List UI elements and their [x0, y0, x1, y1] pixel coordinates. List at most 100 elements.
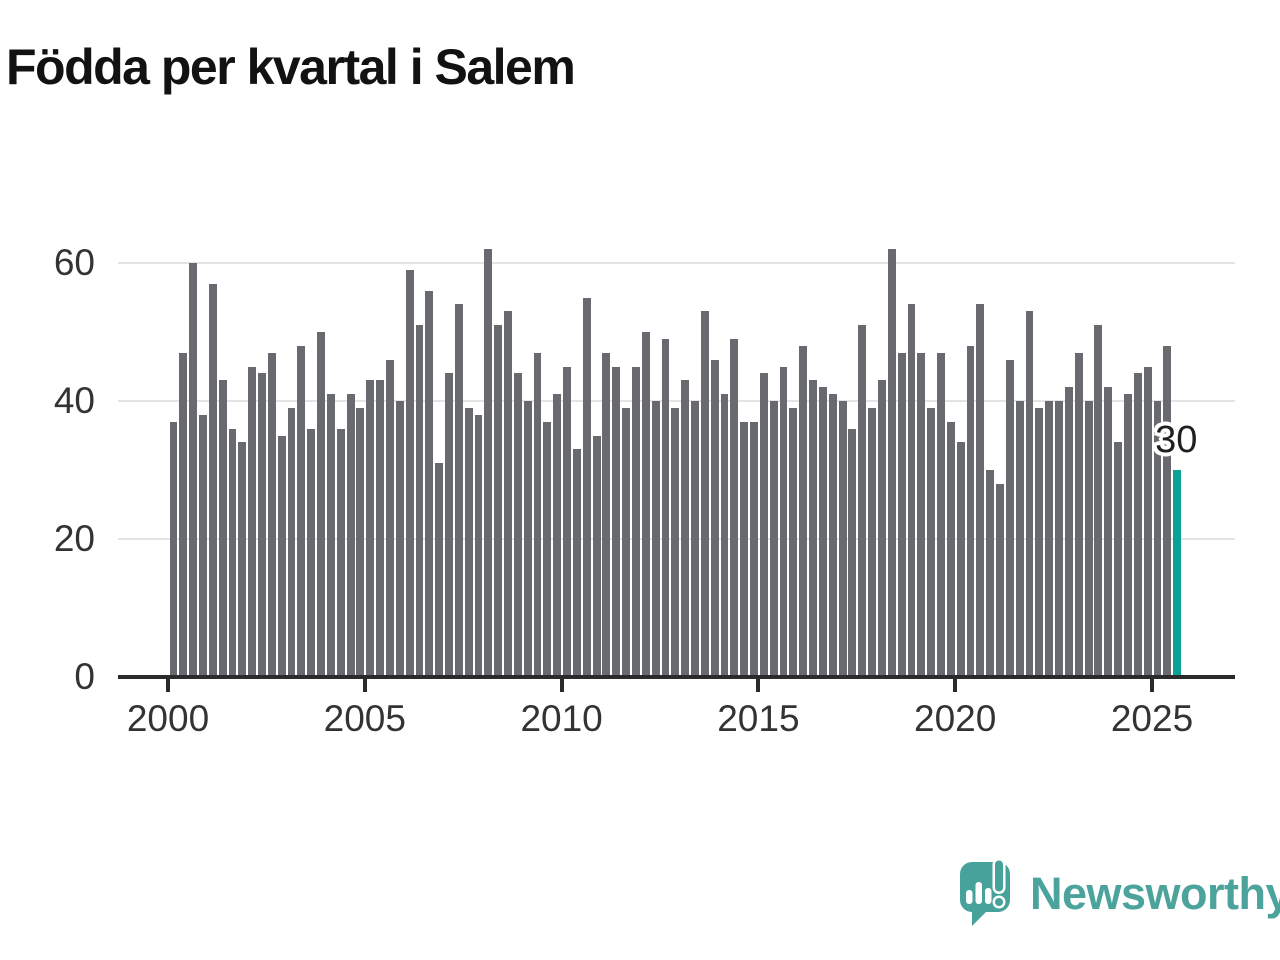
y-axis-label-0: 0 [74, 656, 95, 697]
bar [1114, 442, 1123, 677]
x-axis-label-2000: 2000 [126, 698, 210, 739]
bar [740, 421, 749, 677]
bar [937, 352, 945, 677]
bar [700, 311, 709, 677]
gridline-y60 [118, 262, 1235, 264]
bar [691, 401, 699, 677]
bar [218, 380, 227, 677]
bar [415, 325, 424, 677]
bar [651, 401, 660, 677]
bar [297, 345, 306, 677]
bar [395, 401, 404, 677]
x-axis-tick-2000 [166, 679, 170, 692]
bar [326, 394, 335, 677]
bar [366, 380, 375, 677]
bar [1153, 401, 1162, 677]
bar [582, 297, 591, 677]
bar [927, 407, 936, 677]
bar [592, 435, 601, 677]
bar [986, 470, 995, 677]
bar [307, 428, 316, 677]
bar [287, 407, 296, 677]
bar [631, 366, 640, 677]
newsworthy-wordmark: Newsworthy [1030, 868, 1280, 919]
bar [966, 345, 975, 677]
bar [710, 359, 719, 677]
bar [838, 401, 847, 677]
bar [435, 463, 444, 677]
bar [484, 249, 493, 677]
x-axis-tick-2010 [559, 679, 564, 692]
bar [464, 407, 473, 677]
bar [818, 387, 827, 677]
bar [346, 394, 355, 677]
bar [759, 373, 768, 677]
y-axis-label-40: 40 [53, 380, 95, 421]
bar [169, 421, 178, 677]
x-axis-label-2010: 2010 [520, 698, 603, 739]
bar [563, 366, 571, 677]
bar [1045, 401, 1054, 677]
bar [1005, 359, 1014, 677]
newsworthy-logo: Newsworthy [956, 858, 1280, 928]
bar [277, 435, 286, 677]
bar [996, 483, 1004, 677]
bar [336, 428, 345, 677]
bar [1084, 401, 1093, 677]
bar [553, 394, 562, 677]
y-axis-label-20: 20 [53, 518, 95, 559]
y-axis-label-60: 60 [53, 242, 95, 283]
bar [681, 380, 690, 677]
bar [779, 366, 788, 677]
bar [769, 401, 778, 677]
last-bar-value-label: 30 [1155, 419, 1198, 461]
bar [1123, 394, 1132, 677]
bar [376, 380, 385, 677]
bar [208, 283, 217, 677]
bar [622, 407, 631, 677]
bar [513, 373, 522, 677]
bar [602, 352, 611, 677]
bar [868, 407, 877, 677]
bar [809, 380, 817, 677]
bar [356, 407, 365, 677]
bar [474, 414, 483, 677]
bar [671, 407, 680, 677]
bar [199, 414, 207, 677]
bar [1133, 373, 1142, 677]
bar [917, 352, 926, 677]
bar [189, 263, 198, 677]
bar [179, 352, 188, 677]
x-axis-tick-2015 [756, 679, 761, 692]
bar [405, 269, 414, 677]
x-axis-tick-2005 [362, 679, 367, 692]
bar [1025, 311, 1034, 677]
newsworthy-bubble-chart-icon [960, 858, 1010, 926]
bar [258, 373, 266, 677]
bar [1143, 366, 1152, 677]
x-axis-tick-2025 [1150, 679, 1154, 692]
bar [730, 338, 739, 677]
bar [1015, 401, 1024, 677]
bar [543, 421, 552, 677]
bar [1064, 387, 1073, 677]
chart-title: Födda per kvartal i Salem [6, 39, 576, 95]
bar [799, 345, 808, 677]
bar [248, 366, 257, 677]
highlighted-bar [1173, 470, 1182, 677]
x-axis-label-2005: 2005 [323, 698, 406, 739]
bar [750, 421, 758, 677]
x-axis-label-2025: 2025 [1110, 698, 1194, 739]
bar [1055, 401, 1063, 677]
bar [523, 401, 532, 677]
bar [454, 304, 463, 677]
x-axis-line [118, 675, 1235, 679]
bar [385, 359, 394, 677]
bar [1163, 345, 1172, 677]
bar [641, 332, 650, 677]
bar [572, 449, 581, 677]
bar [228, 428, 237, 677]
bar [1035, 407, 1044, 677]
bar [956, 442, 965, 677]
